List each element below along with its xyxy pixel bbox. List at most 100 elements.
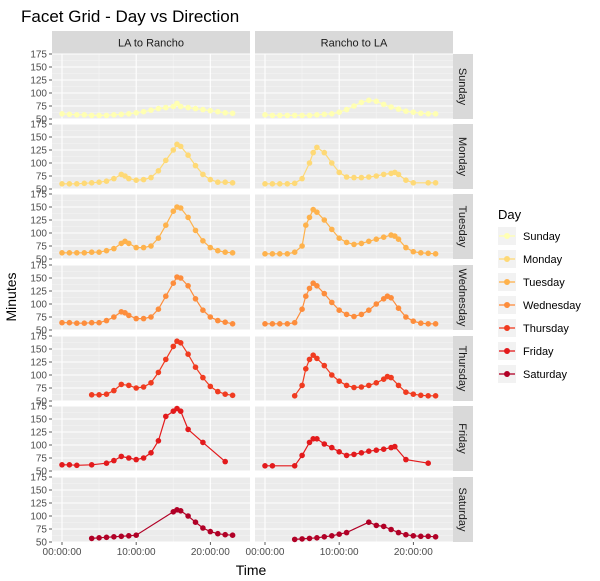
data-point xyxy=(329,160,335,166)
data-point xyxy=(74,462,80,469)
legend-key-point xyxy=(504,348,510,354)
data-point xyxy=(200,525,206,531)
data-point xyxy=(358,174,365,181)
data-point xyxy=(185,104,191,111)
data-point xyxy=(133,385,139,391)
data-point xyxy=(343,106,350,113)
row-strip-friday xyxy=(453,406,473,471)
data-point xyxy=(126,533,132,539)
data-point xyxy=(269,321,276,327)
data-point xyxy=(269,463,276,469)
panel-friday-rancho-to-la xyxy=(255,405,453,472)
data-point xyxy=(373,522,380,529)
data-point xyxy=(207,107,214,114)
data-point xyxy=(133,315,139,322)
data-point xyxy=(373,98,380,105)
data-point xyxy=(96,392,102,398)
data-point xyxy=(163,356,169,363)
data-point xyxy=(329,444,335,451)
legend-label-friday: Friday xyxy=(523,346,554,358)
panel-friday-la-to-rancho xyxy=(52,405,250,472)
data-point xyxy=(200,238,206,244)
y-tick-label: 175 xyxy=(30,50,47,61)
x-tick-label: 20:00:00 xyxy=(191,547,230,558)
data-point xyxy=(388,374,394,381)
data-point xyxy=(148,174,154,181)
data-point xyxy=(343,382,350,389)
data-point xyxy=(418,533,424,540)
legend-label-monday: Monday xyxy=(523,254,563,266)
row-strip-saturday xyxy=(453,477,473,542)
data-point xyxy=(262,112,268,118)
panel-sunday-rancho-to-la xyxy=(255,53,453,120)
data-point xyxy=(148,107,154,113)
data-point xyxy=(410,318,417,325)
data-point xyxy=(284,181,291,187)
data-point xyxy=(126,111,132,117)
y-tick-label: 150 xyxy=(30,345,47,356)
data-point xyxy=(74,320,80,327)
data-point xyxy=(321,290,328,297)
y-tick-label: 125 xyxy=(30,287,47,298)
data-point xyxy=(306,356,313,363)
row-strip-thursday xyxy=(453,336,473,401)
legend-label-wednesday: Wednesday xyxy=(523,300,581,312)
data-point xyxy=(59,250,65,256)
data-point xyxy=(299,112,305,119)
panel-sunday-la-to-rancho xyxy=(52,53,250,120)
data-point xyxy=(403,456,409,463)
data-point xyxy=(155,168,162,174)
data-point xyxy=(207,244,214,251)
y-tick-label: 125 xyxy=(30,428,47,439)
data-point xyxy=(103,460,110,467)
data-point xyxy=(229,110,236,117)
y-tick-label: 50 xyxy=(36,326,48,337)
data-point xyxy=(343,239,350,246)
legend-label-saturday: Saturday xyxy=(523,369,568,381)
data-point xyxy=(148,314,154,320)
y-tick-label: 125 xyxy=(30,216,47,227)
data-point xyxy=(155,235,162,241)
data-point xyxy=(403,244,409,251)
facet-panels: LA to Rancho Rancho to LA Sunday 50 75 100 125… xyxy=(30,31,473,558)
data-point xyxy=(229,321,236,327)
data-point xyxy=(126,240,132,247)
data-point xyxy=(103,178,110,184)
data-point xyxy=(111,175,117,182)
data-point xyxy=(380,523,387,530)
data-point xyxy=(133,532,139,538)
data-point xyxy=(163,104,169,111)
data-point xyxy=(192,227,199,234)
data-point xyxy=(299,536,305,542)
data-point xyxy=(74,112,80,118)
data-point xyxy=(207,176,214,183)
x-axis-label: Time xyxy=(236,562,267,578)
data-point xyxy=(303,366,309,372)
data-point xyxy=(111,112,117,118)
legend-label-tuesday: Tuesday xyxy=(523,277,565,289)
data-point xyxy=(118,111,125,118)
data-point xyxy=(358,450,365,456)
data-point xyxy=(432,180,439,186)
data-point xyxy=(366,519,372,525)
data-point xyxy=(306,160,313,166)
data-point xyxy=(59,462,65,468)
data-point xyxy=(395,236,402,242)
data-point xyxy=(200,171,206,178)
data-point xyxy=(140,176,147,183)
data-point xyxy=(410,109,417,115)
data-point xyxy=(403,314,409,320)
data-point xyxy=(351,384,357,391)
data-point xyxy=(277,181,283,187)
data-point xyxy=(81,320,88,327)
data-point xyxy=(185,426,191,433)
y-tick-label: 175 xyxy=(30,190,47,201)
data-point xyxy=(88,392,95,398)
data-point xyxy=(321,217,328,223)
data-point xyxy=(310,149,317,156)
data-point xyxy=(88,180,95,186)
data-point xyxy=(222,249,228,255)
data-point xyxy=(66,250,73,256)
data-point xyxy=(432,534,439,540)
data-point xyxy=(299,306,305,313)
